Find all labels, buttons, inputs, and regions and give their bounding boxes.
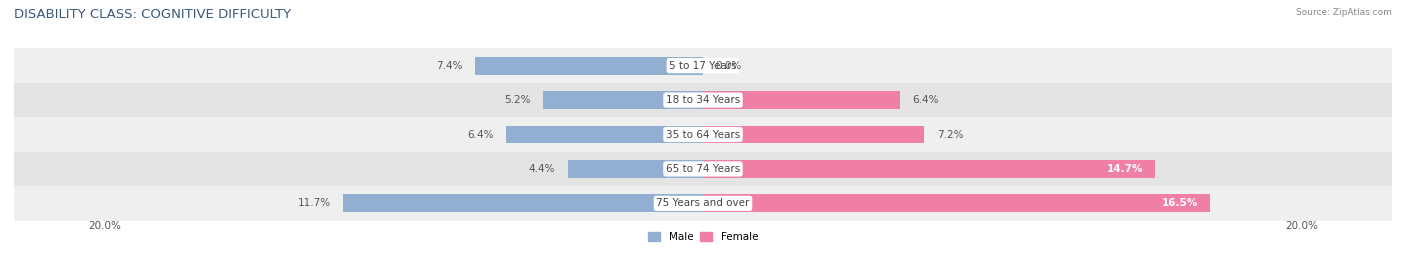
Bar (14, 152, 1392, 186)
Text: 20.0%: 20.0% (87, 221, 121, 231)
Text: 6.4%: 6.4% (467, 129, 494, 140)
Bar (14, 186, 1392, 221)
Text: 5.2%: 5.2% (505, 95, 531, 105)
Text: 35 to 64 Years: 35 to 64 Years (666, 129, 740, 140)
Bar (343, 194, 703, 212)
Text: 18 to 34 Years: 18 to 34 Years (666, 95, 740, 105)
Text: 4.4%: 4.4% (529, 164, 555, 174)
Bar (703, 160, 1156, 178)
Text: 0.0%: 0.0% (716, 61, 741, 71)
Bar (14, 83, 1392, 117)
Bar (14, 48, 1392, 83)
Bar (475, 57, 703, 75)
Bar (568, 160, 703, 178)
Text: 16.5%: 16.5% (1161, 198, 1198, 208)
Text: Source: ZipAtlas.com: Source: ZipAtlas.com (1296, 8, 1392, 17)
Bar (703, 91, 900, 109)
Bar (703, 194, 1211, 212)
Text: 75 Years and over: 75 Years and over (657, 198, 749, 208)
Text: 11.7%: 11.7% (298, 198, 330, 208)
Text: 14.7%: 14.7% (1107, 164, 1143, 174)
Bar (14, 117, 1392, 152)
Text: 6.4%: 6.4% (912, 95, 939, 105)
Text: DISABILITY CLASS: COGNITIVE DIFFICULTY: DISABILITY CLASS: COGNITIVE DIFFICULTY (14, 8, 291, 21)
Bar (703, 126, 925, 143)
Text: 5 to 17 Years: 5 to 17 Years (669, 61, 737, 71)
Text: 65 to 74 Years: 65 to 74 Years (666, 164, 740, 174)
Text: 20.0%: 20.0% (1285, 221, 1319, 231)
Bar (543, 91, 703, 109)
Legend: Male, Female: Male, Female (644, 228, 762, 246)
Text: 7.2%: 7.2% (936, 129, 963, 140)
Text: 7.4%: 7.4% (437, 61, 463, 71)
Bar (506, 126, 703, 143)
